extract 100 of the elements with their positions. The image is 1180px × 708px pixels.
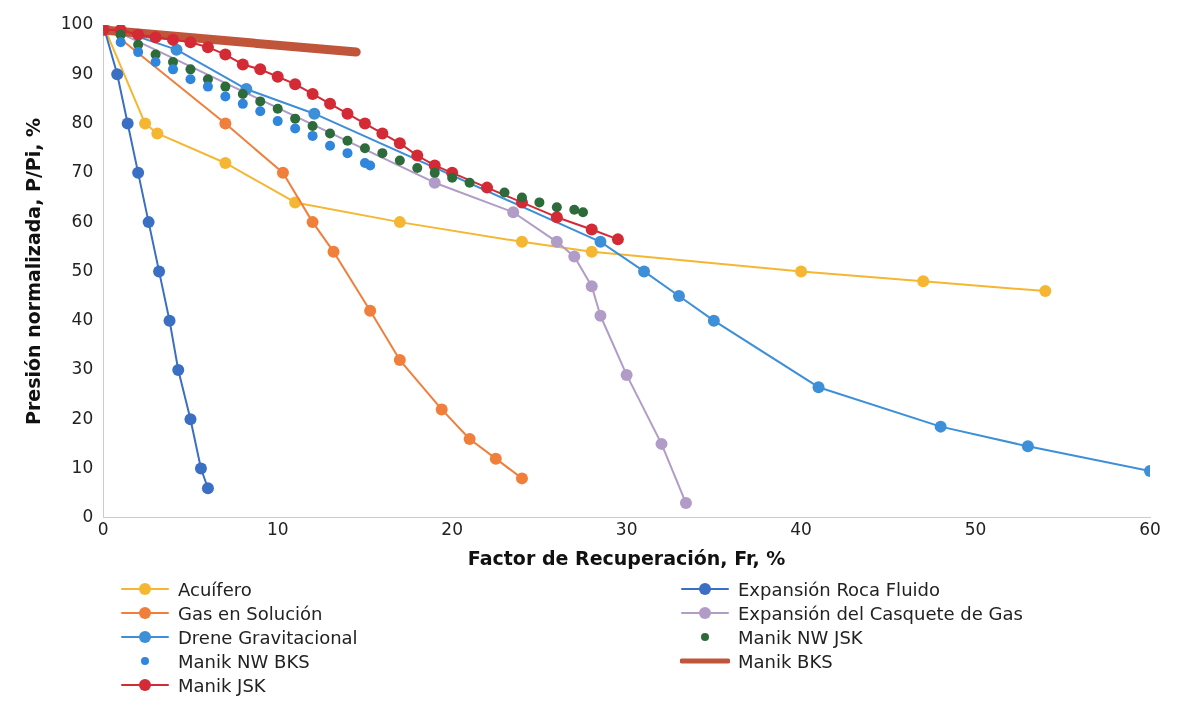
point [139, 117, 152, 130]
point [272, 103, 283, 114]
point [534, 197, 545, 208]
point [568, 250, 581, 263]
point [307, 121, 318, 132]
point [1039, 285, 1052, 298]
point [168, 64, 179, 75]
point [185, 64, 196, 75]
point [167, 33, 180, 46]
legend-label: Drene Gravitacional [178, 626, 358, 648]
y-axis-title: Presión normalizada, P/Pi, % [22, 117, 45, 425]
point [237, 98, 248, 109]
point [435, 403, 448, 416]
point [359, 143, 370, 154]
point [290, 123, 301, 134]
point [149, 31, 162, 44]
legend-label: Manik JSK [178, 674, 266, 696]
point [463, 432, 476, 445]
point [327, 245, 340, 258]
point [306, 87, 319, 100]
y-tick-label: 30 [71, 358, 94, 379]
point [185, 74, 196, 85]
x-tick-label: 60 [1139, 519, 1161, 540]
legend-label: Manik NW BKS [178, 650, 310, 672]
point [489, 452, 502, 465]
point [365, 160, 376, 171]
point [393, 137, 406, 150]
point [585, 223, 598, 236]
point [812, 381, 825, 394]
point [341, 107, 354, 120]
legend-label: Expansión del Casquete de Gas [738, 602, 1023, 624]
point [220, 81, 231, 92]
point [236, 58, 249, 71]
x-tick-label: 40 [790, 519, 812, 540]
point [272, 116, 283, 127]
point [376, 127, 389, 140]
point [507, 206, 520, 219]
point [393, 354, 406, 367]
point [325, 128, 336, 139]
point [934, 420, 947, 433]
x-axis-title: Factor de Recuperación, Fr, % [467, 546, 786, 569]
point [306, 216, 319, 229]
point [150, 56, 161, 67]
point [201, 482, 214, 495]
point [202, 81, 213, 92]
point [594, 309, 607, 322]
point [364, 304, 377, 317]
point [679, 497, 692, 510]
point [638, 265, 651, 278]
point [481, 181, 494, 194]
legend-label: Gas en Solución [178, 602, 323, 624]
point [499, 187, 510, 198]
point [237, 88, 248, 99]
y-tick-label: 60 [71, 210, 94, 231]
point [132, 166, 145, 179]
point [115, 37, 126, 48]
point [393, 216, 406, 229]
point [428, 176, 441, 189]
point [412, 162, 423, 173]
point [464, 177, 475, 188]
y-tick-label: 0 [82, 506, 94, 527]
point [121, 117, 134, 130]
x-tick-label: 20 [441, 519, 463, 540]
point [578, 207, 589, 218]
point [271, 70, 284, 83]
x-tick-label: 30 [615, 519, 638, 540]
y-tick-label: 70 [71, 161, 94, 182]
point [172, 363, 185, 376]
point [516, 192, 527, 203]
y-tick-label: 20 [71, 407, 94, 428]
point [707, 314, 720, 327]
point [132, 28, 145, 41]
point [290, 113, 301, 124]
legend-label: Expansión Roca Fluido [738, 578, 940, 600]
point [358, 117, 371, 130]
point [515, 235, 528, 248]
point [151, 127, 164, 140]
x-tick-label: 0 [97, 519, 109, 540]
point [163, 314, 176, 327]
y-tick-label: 100 [60, 13, 94, 34]
point [342, 135, 353, 146]
point [194, 462, 207, 475]
point [219, 156, 232, 169]
y-tick-label: 10 [71, 456, 94, 477]
point [111, 68, 124, 81]
point [655, 437, 668, 450]
legend-label: Manik BKS [738, 650, 833, 672]
x-tick-label: 50 [964, 519, 987, 540]
point [153, 265, 166, 278]
point [550, 211, 563, 224]
point [1021, 440, 1034, 453]
point [917, 275, 930, 288]
point [411, 149, 424, 162]
point [219, 48, 232, 61]
point [551, 202, 562, 213]
point [255, 96, 266, 107]
point [308, 107, 321, 120]
y-tick-label: 80 [71, 111, 94, 132]
legend-label: Acuífero [178, 578, 252, 600]
point [276, 166, 289, 179]
